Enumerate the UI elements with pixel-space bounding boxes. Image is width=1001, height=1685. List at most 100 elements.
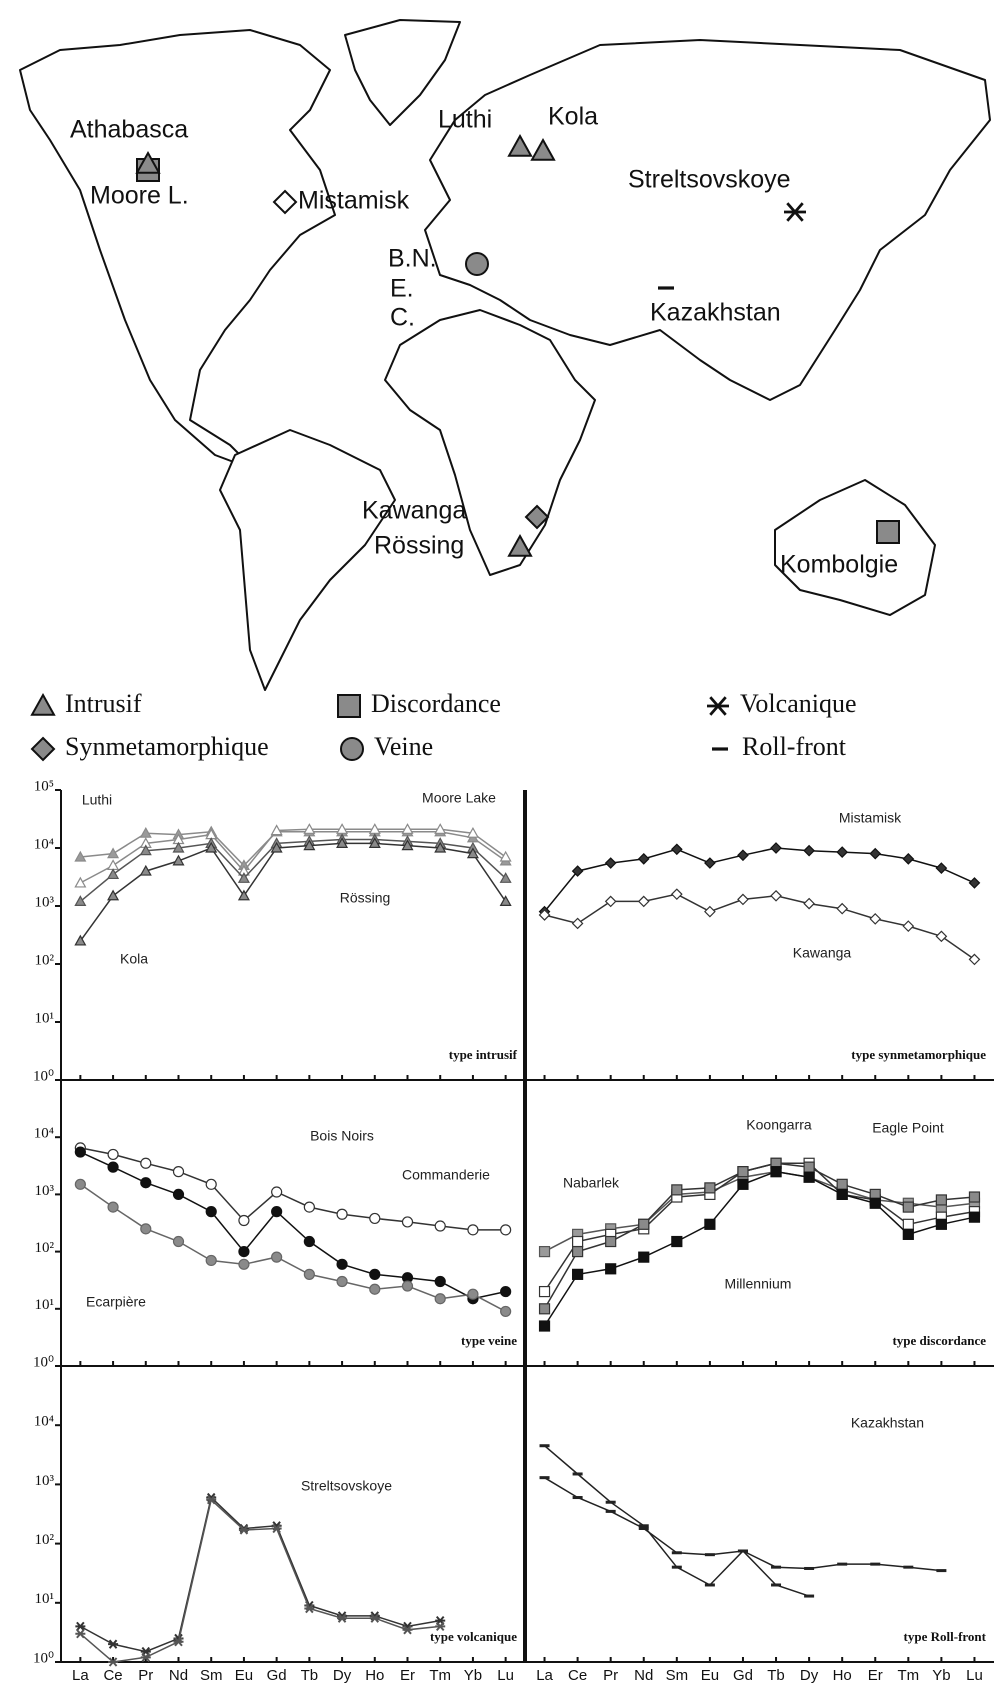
data-point	[771, 1583, 782, 1587]
data-point	[836, 1178, 848, 1190]
data-point	[605, 1263, 617, 1275]
data-point	[637, 853, 650, 865]
data-point	[902, 1218, 914, 1230]
x-tick-label: Dy	[800, 1667, 819, 1684]
data-point	[140, 1652, 151, 1662]
data-point	[572, 1268, 584, 1280]
data-point	[205, 1206, 217, 1218]
series-line	[79, 1498, 441, 1663]
data-point	[74, 876, 87, 888]
data-point	[902, 920, 915, 932]
data-point	[237, 872, 250, 883]
site-label: C.	[390, 304, 415, 332]
data-point	[435, 1621, 446, 1632]
series-label: Millennium	[725, 1276, 792, 1292]
data-point	[303, 839, 316, 851]
y-tick-label: 10⁰	[33, 1068, 54, 1084]
data-point	[139, 844, 152, 856]
series-label: Rössing	[340, 890, 391, 906]
data-point	[704, 857, 716, 869]
data-point	[107, 859, 120, 871]
x-tick-label: Er	[400, 1667, 415, 1684]
x-tick-label: Tm	[897, 1667, 919, 1684]
data-point	[401, 823, 414, 834]
data-point	[205, 1178, 217, 1190]
x-tick-label: Er	[868, 1667, 883, 1684]
data-point	[206, 1495, 217, 1505]
data-point	[303, 1201, 315, 1213]
data-point	[107, 1161, 119, 1173]
data-point	[671, 1551, 682, 1555]
data-point	[671, 1565, 682, 1569]
data-point	[500, 1285, 512, 1298]
x-tick-label: Lu	[966, 1667, 983, 1684]
australia	[774, 479, 936, 616]
data-point	[140, 1157, 152, 1169]
data-point	[434, 823, 447, 834]
data-point	[771, 1565, 782, 1569]
data-point	[935, 1218, 947, 1230]
site-marker	[272, 189, 298, 215]
data-point	[336, 1208, 348, 1220]
data-point	[837, 1562, 848, 1566]
data-point	[604, 857, 617, 869]
data-point	[237, 889, 250, 901]
data-point	[108, 1657, 119, 1667]
data-point	[75, 1629, 86, 1639]
data-point	[369, 1283, 381, 1295]
data-point	[604, 895, 617, 908]
data-point	[303, 1268, 315, 1280]
y-tick-label: 10⁰	[33, 1650, 54, 1666]
data-point	[902, 1228, 914, 1240]
data-point	[770, 889, 782, 902]
legend-label: Volcanique	[740, 689, 857, 718]
data-point	[172, 854, 185, 866]
site-marker	[507, 133, 533, 157]
data-point	[936, 1569, 947, 1573]
world-map	[19, 19, 991, 691]
site-marker	[784, 202, 806, 222]
site-label: Athabasca	[70, 116, 188, 144]
site-label: B.N.	[388, 245, 437, 273]
data-point	[538, 1245, 551, 1258]
site-label: Rössing	[374, 532, 464, 560]
data-point	[572, 1472, 583, 1476]
site-marker	[876, 520, 900, 544]
data-point	[336, 837, 349, 849]
data-point	[572, 1496, 583, 1500]
series-label: Eagle Point	[872, 1120, 944, 1136]
y-tick-label: 10¹	[35, 1010, 55, 1026]
data-point	[238, 1525, 249, 1535]
data-point	[368, 837, 381, 849]
data-point	[638, 1251, 650, 1263]
data-point	[803, 1161, 815, 1173]
data-point	[704, 1583, 715, 1587]
site-marker	[658, 286, 674, 290]
panel-title: type synmetamorphique	[851, 1047, 986, 1062]
data-point	[869, 1197, 881, 1209]
data-point	[271, 1251, 283, 1263]
series-label: Koongarra	[746, 1117, 812, 1133]
data-point	[499, 895, 512, 907]
data-point	[107, 889, 120, 901]
y-tick-label: 10²	[35, 1532, 55, 1548]
site-label: Streltsovskoye	[628, 166, 791, 194]
y-tick-label: 10⁵	[34, 778, 54, 794]
data-point	[670, 888, 683, 901]
data-point	[467, 1224, 479, 1236]
data-point	[538, 1285, 551, 1298]
data-point	[499, 850, 512, 862]
series-line	[80, 828, 507, 884]
data-point	[172, 1235, 185, 1248]
data-point	[466, 847, 479, 859]
data-point	[935, 1194, 947, 1206]
data-point	[107, 847, 120, 859]
x-tick-label: Ce	[103, 1667, 122, 1684]
panel-title: type intrusif	[449, 1047, 518, 1062]
data-point	[704, 1182, 716, 1194]
data-point	[74, 1178, 86, 1190]
data-point	[369, 1613, 380, 1623]
site-marker	[465, 252, 489, 276]
series-line	[80, 831, 507, 867]
data-point	[369, 1268, 381, 1280]
